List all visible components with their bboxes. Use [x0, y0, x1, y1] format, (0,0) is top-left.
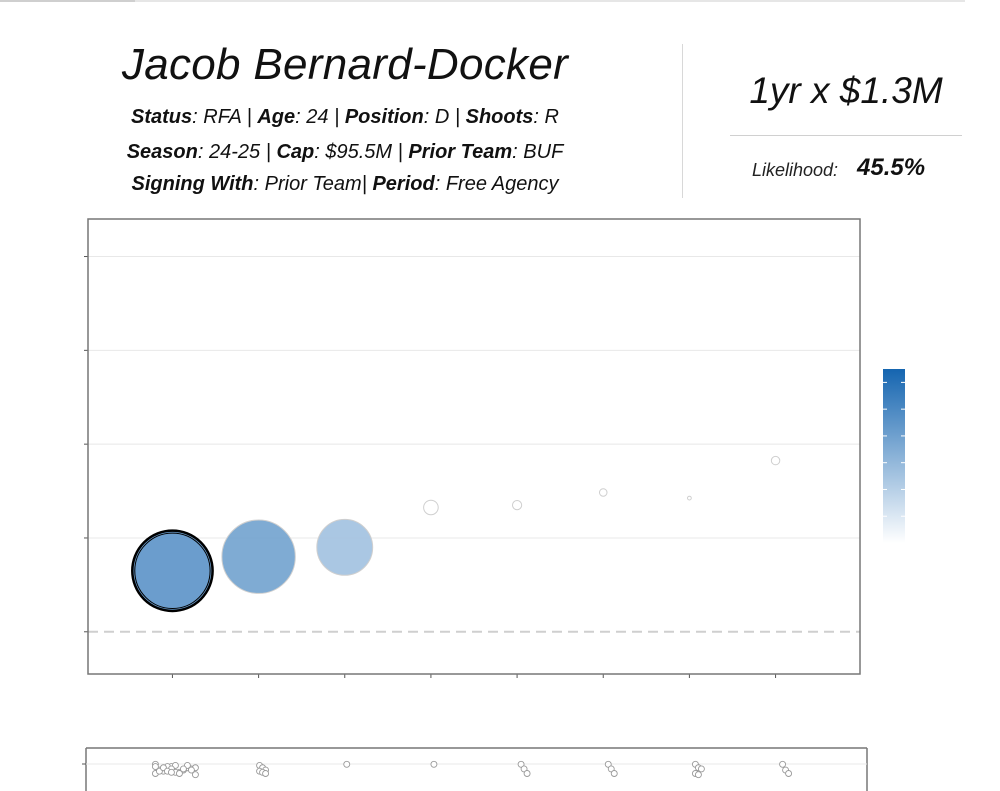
signing-with-value: Prior Team: [264, 173, 362, 195]
secondary-point: [151, 763, 159, 771]
shoots-value: R: [544, 106, 559, 128]
data-bubble: [316, 518, 374, 576]
cap-value: $95.5M: [325, 141, 393, 163]
secondary-point: [343, 760, 351, 768]
top-tab-rule: [0, 0, 135, 2]
contract-bubble-chart: [84, 218, 905, 678]
secondary-point: [779, 760, 787, 768]
secondary-dot-chart: [82, 747, 868, 791]
likelihood-value: 45.5%: [857, 154, 926, 181]
secondary-point: [191, 771, 199, 779]
season-label: Season: [126, 141, 198, 163]
data-bubble: [131, 529, 214, 613]
legend-color-bar: [883, 369, 905, 543]
data-bubble: [598, 488, 608, 497]
player-name: Jacob Bernard-Docker: [121, 40, 569, 89]
secondary-point: [430, 760, 438, 768]
info-line-signing: Signing With: Prior Team| Period: Free A…: [131, 173, 559, 195]
secondary-point: [179, 765, 187, 773]
data-bubble: [770, 455, 781, 466]
secondary-point: [697, 765, 705, 773]
period-label: Period: [372, 173, 435, 195]
secondary-point: [694, 771, 702, 779]
data-bubble: [221, 519, 296, 594]
position-value: D: [434, 106, 450, 128]
data-bubble: [687, 495, 692, 501]
status-value: RFA: [203, 106, 242, 128]
secondary-point: [187, 766, 195, 774]
secondary-point: [175, 770, 183, 777]
signing-with-label: Signing With: [131, 173, 254, 195]
top-rule: [0, 0, 965, 2]
cap-label: Cap: [276, 141, 315, 163]
header-divider: [682, 44, 683, 198]
shoots-label: Shoots: [465, 106, 534, 128]
age-value: 24: [306, 106, 329, 128]
secondary-point: [167, 768, 175, 776]
plot-panel-border: [87, 218, 861, 675]
likelihood-label: Likelihood:: [752, 160, 839, 180]
season-value: 24-25: [208, 141, 261, 163]
position-label: Position: [344, 106, 424, 128]
prior-team-label: Prior Team: [408, 141, 513, 163]
prior-team-value: BUF: [523, 141, 564, 163]
data-bubble: [511, 500, 523, 511]
prediction-divider: [730, 135, 962, 136]
secondary-point: [785, 770, 793, 777]
status-label: Status: [131, 106, 193, 128]
period-value: Free Agency: [445, 173, 559, 195]
secondary-point: [262, 770, 270, 777]
data-bubble: [423, 499, 439, 516]
secondary-point: [610, 770, 618, 777]
highlight-ring: [134, 532, 211, 609]
age-label: Age: [257, 106, 296, 128]
info-line-status: Status: RFA | Age: 24 | Position: D | Sh…: [131, 106, 559, 128]
info-line-season: Season: 24-25 | Cap: $95.5M | Prior Team…: [126, 141, 564, 163]
prediction-headline: 1yr x $1.3M: [749, 70, 943, 111]
secondary-point: [523, 770, 531, 777]
